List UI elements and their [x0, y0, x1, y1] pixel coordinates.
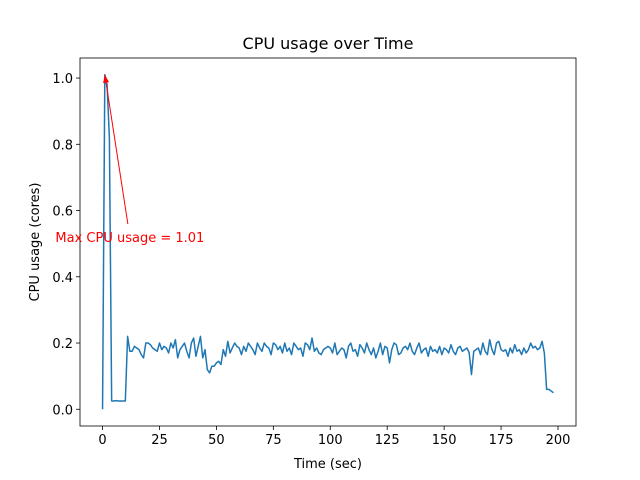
y-tick-label: 0.4 [52, 271, 73, 286]
y-tick-label: 0.8 [52, 138, 73, 153]
x-tick-label: 100 [318, 433, 343, 448]
annotation-arrowhead [103, 74, 110, 84]
x-tick-label: 0 [98, 433, 106, 448]
annotation-arrow [104, 74, 129, 225]
x-axis-label: Time (sec) [293, 457, 362, 472]
y-tick-label: 1.0 [52, 72, 73, 87]
x-tick-label: 200 [546, 433, 571, 448]
x-tick-label: 25 [151, 433, 168, 448]
x-tick-label: 150 [432, 433, 457, 448]
y-tick-label: 0.6 [52, 205, 73, 220]
x-tick-label: 50 [208, 433, 225, 448]
annotation-text: Max CPU usage = 1.01 [55, 231, 204, 246]
y-tick-label: 0.0 [52, 403, 73, 418]
data-line [101, 73, 554, 410]
axes-frame [79, 57, 577, 427]
y-axis-label: CPU usage (cores) [28, 183, 43, 302]
x-tick-label: 75 [265, 433, 282, 448]
chart-title: CPU usage over Time [243, 34, 414, 53]
x-tick-label: 175 [489, 433, 514, 448]
y-tick-label: 0.2 [52, 337, 73, 352]
x-tick-label: 125 [375, 433, 400, 448]
